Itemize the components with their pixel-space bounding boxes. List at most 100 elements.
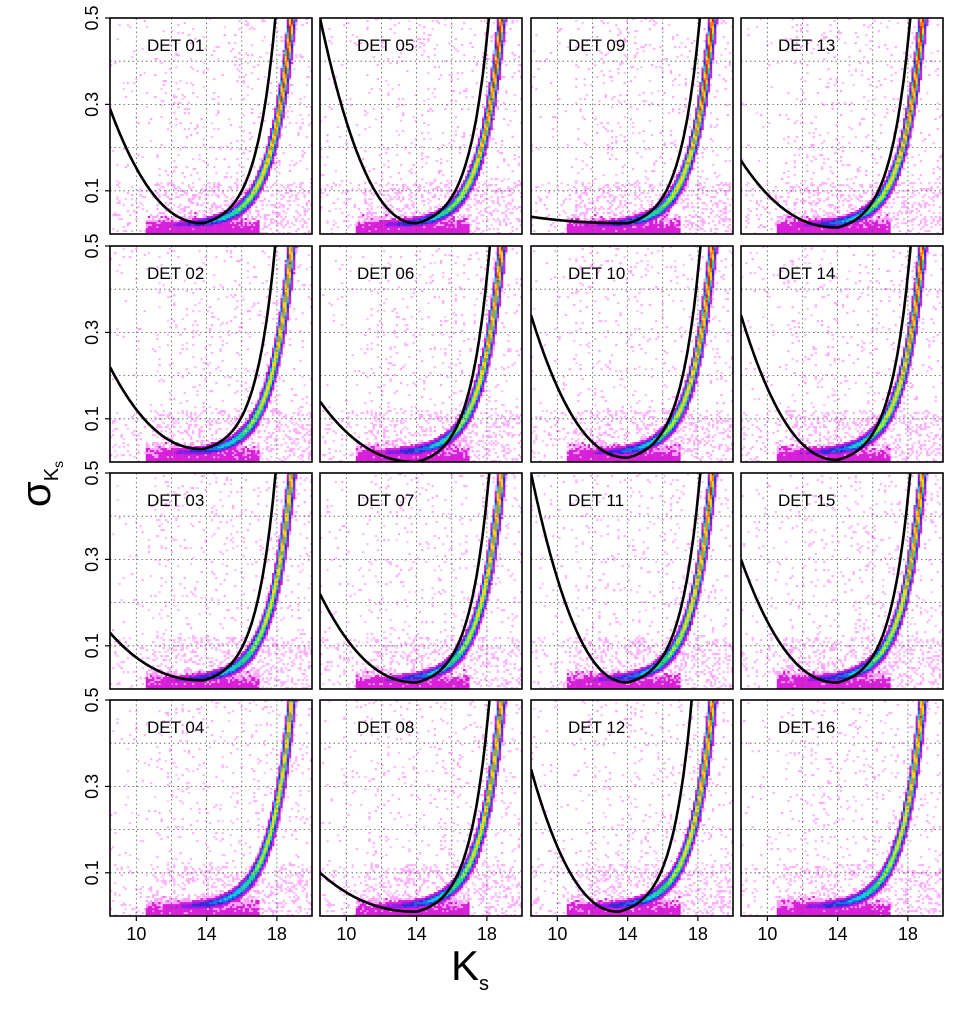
- density-cell: [171, 184, 174, 187]
- density-cell: [185, 454, 189, 457]
- density-cell: [274, 344, 277, 347]
- density-cell: [200, 220, 203, 223]
- density-cell: [204, 362, 207, 365]
- density-cell: [160, 609, 163, 612]
- density-cell: [229, 460, 233, 462]
- density-cell: [206, 68, 210, 71]
- density-cell: [225, 456, 229, 459]
- density-cell: [242, 681, 245, 684]
- density-cell: [198, 659, 201, 662]
- density-cell: [255, 645, 258, 648]
- density-cell: [171, 424, 174, 427]
- density-cell: [229, 665, 233, 668]
- density-cell: [171, 222, 174, 225]
- density-cell: [267, 168, 271, 171]
- density-cell: [181, 412, 184, 415]
- density-cell: [225, 521, 229, 524]
- density-cell: [118, 446, 121, 449]
- density-cell: [160, 448, 163, 451]
- density-cell: [236, 180, 239, 183]
- density-cell: [288, 34, 292, 37]
- density-cell: [295, 162, 298, 165]
- density-cell: [149, 140, 153, 143]
- density-cell: [269, 204, 273, 207]
- density-cell: [198, 432, 201, 435]
- density-cell: [204, 420, 207, 423]
- density-cell: [200, 228, 203, 231]
- density-cell: [183, 192, 186, 195]
- density-cell: [269, 138, 273, 141]
- density-cell: [208, 232, 212, 234]
- density-cell: [272, 597, 275, 600]
- density-cell: [272, 204, 275, 207]
- density-cell: [179, 232, 182, 234]
- density-cell: [259, 623, 262, 626]
- density-cell: [173, 294, 176, 297]
- density-cell: [280, 86, 283, 89]
- density-cell: [248, 414, 252, 417]
- density-cell: [175, 220, 178, 223]
- density-cell: [265, 651, 269, 654]
- density-cell: [166, 228, 170, 231]
- density-cell: [265, 160, 269, 163]
- density-cell: [242, 208, 245, 211]
- density-cell: [194, 226, 197, 229]
- density-cell: [272, 591, 275, 594]
- density-cell: [179, 402, 182, 405]
- density-cell: [272, 160, 275, 163]
- density-cell: [278, 104, 281, 107]
- density-cell: [131, 204, 134, 207]
- density-cell: [242, 655, 245, 658]
- density-cell: [234, 637, 237, 640]
- density-cell: [250, 432, 254, 435]
- density-cell: [305, 106, 308, 109]
- density-cell: [227, 669, 231, 672]
- density-cell: [227, 458, 231, 461]
- density-cell: [261, 452, 264, 455]
- density-cell: [145, 657, 149, 660]
- density-cell: [154, 456, 157, 459]
- density-cell: [225, 172, 229, 175]
- density-cell: [219, 521, 222, 524]
- density-cell: [217, 452, 220, 455]
- density-cell: [274, 677, 277, 680]
- density-cell: [242, 436, 245, 439]
- density-cell: [288, 28, 292, 31]
- density-cell: [156, 675, 159, 678]
- density-cell: [269, 623, 273, 626]
- density-cell: [229, 232, 233, 234]
- density-cell: [274, 134, 277, 137]
- density-cell: [297, 266, 300, 269]
- density-cell: [175, 228, 178, 231]
- density-cell: [265, 178, 269, 181]
- density-cell: [274, 643, 277, 646]
- density-cell: [200, 218, 203, 221]
- density-cell: [278, 378, 281, 381]
- density-cell: [173, 186, 176, 189]
- density-cell: [265, 402, 269, 405]
- density-cell: [120, 272, 123, 275]
- density-cell: [263, 384, 266, 387]
- density-cell: [168, 208, 172, 211]
- density-cell: [202, 436, 205, 439]
- density-cell: [204, 410, 207, 413]
- density-cell: [162, 681, 165, 684]
- density-cell: [284, 318, 287, 321]
- density-cell: [257, 212, 260, 215]
- density-cell: [118, 683, 121, 686]
- density-cell: [194, 685, 197, 688]
- density-cell: [215, 589, 218, 592]
- density-cell: [206, 164, 210, 167]
- density-cell: [259, 659, 262, 662]
- density-cell: [240, 681, 243, 684]
- density-cell: [250, 643, 254, 646]
- density-cell: [274, 589, 277, 592]
- density-cell: [278, 422, 281, 425]
- density-cell: [272, 108, 275, 111]
- density-cell: [305, 268, 308, 271]
- density-cell: [248, 416, 252, 419]
- density-cell: [229, 444, 233, 447]
- density-cell: [248, 212, 252, 215]
- density-cell: [272, 370, 275, 373]
- density-cell: [229, 198, 233, 201]
